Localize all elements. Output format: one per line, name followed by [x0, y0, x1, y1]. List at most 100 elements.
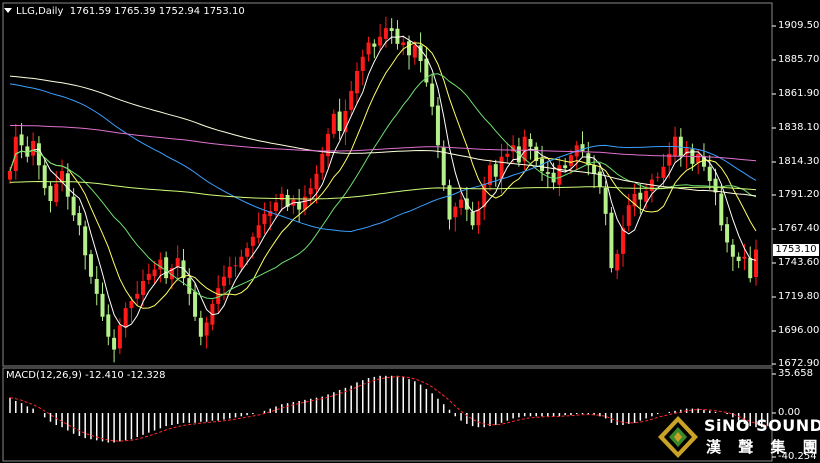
candle-body	[401, 42, 406, 45]
candle-body	[701, 156, 706, 167]
candle-body	[331, 113, 336, 134]
current-price-label: 1753.10	[773, 244, 819, 256]
candle-body	[557, 165, 562, 185]
candle-body	[354, 71, 359, 94]
candle-body	[615, 253, 620, 271]
candle-body	[256, 225, 261, 238]
candle-body	[250, 236, 255, 246]
candle-body	[187, 278, 192, 294]
candle-body	[141, 281, 146, 295]
candle-body	[493, 164, 498, 177]
candle-body	[435, 105, 440, 146]
candle-body	[152, 269, 157, 277]
symbol-label: LLG,Daily	[16, 6, 64, 17]
price-tick-label: 1814.30	[778, 156, 820, 167]
candle-body	[378, 36, 383, 46]
chart-header: LLG,Daily 1761.59 1765.39 1752.94 1753.1…	[4, 6, 245, 17]
price-panel-border	[2, 2, 773, 367]
logo-emblem-icon	[658, 416, 698, 458]
candle-body	[389, 28, 394, 31]
candle-body	[360, 56, 365, 71]
candle-body	[100, 293, 105, 317]
candle-body	[366, 42, 371, 55]
candle-body	[528, 139, 533, 147]
candle-body	[164, 257, 169, 279]
candle-body	[268, 211, 273, 217]
candle-body	[736, 256, 741, 261]
macd-tick-label: 35.658	[778, 368, 813, 379]
candle-body	[487, 165, 492, 185]
candle-body	[106, 314, 111, 337]
candle-body	[655, 176, 660, 178]
candle-body	[597, 171, 602, 187]
price-tick-label: 1696.00	[778, 325, 820, 336]
ma5-line	[9, 35, 757, 328]
candle-body	[620, 228, 625, 254]
candle-body	[8, 171, 12, 180]
candle-body	[117, 325, 122, 349]
candle-body	[626, 205, 631, 226]
candle-body	[609, 212, 614, 269]
candle-body	[430, 83, 435, 107]
logo-chinese-text: 漢 聲 集 團	[706, 438, 820, 456]
candle-body	[667, 153, 672, 166]
candle-body	[383, 28, 388, 39]
candle-body	[470, 211, 475, 226]
candle-body	[447, 185, 452, 220]
candle-body	[175, 258, 180, 267]
candle-body	[459, 199, 464, 208]
candle-body	[221, 276, 226, 286]
ohlc-values: 1761.59 1765.39 1752.94 1753.10	[69, 6, 245, 17]
candle-body	[146, 273, 151, 280]
candle-body	[77, 213, 82, 226]
candle-body	[19, 134, 24, 146]
candle-body	[545, 172, 550, 174]
candle-body	[349, 91, 354, 110]
ma120-line	[9, 75, 757, 197]
price-tick-label: 1719.80	[778, 291, 820, 302]
candle-body	[42, 165, 47, 189]
candle-body	[31, 141, 36, 156]
ma250-line	[10, 125, 757, 162]
candle-body	[725, 224, 730, 243]
macd-signal-line	[9, 376, 768, 442]
candle-body	[198, 317, 203, 337]
candle-body	[158, 259, 163, 270]
price-tick-label: 1838.10	[778, 122, 820, 133]
candle-body	[748, 257, 753, 279]
candle-body	[534, 146, 539, 161]
candle-body	[169, 268, 174, 280]
candle-body	[424, 58, 429, 83]
candle-body	[505, 153, 510, 157]
candle-body	[568, 155, 573, 166]
candle-body	[730, 244, 735, 257]
candle-body	[216, 288, 221, 304]
candle-body	[337, 111, 342, 131]
candle-body	[522, 136, 527, 162]
candle-body	[112, 337, 117, 350]
candle-body	[320, 153, 325, 173]
candle-body	[551, 172, 556, 183]
candle-body	[181, 260, 186, 279]
candle-body	[482, 183, 487, 208]
ma200-line	[9, 180, 757, 200]
dropdown-triangle-icon[interactable]	[4, 8, 12, 13]
price-tick-label: 1672.90	[778, 358, 820, 369]
candle-body	[314, 173, 319, 190]
candle-body	[592, 165, 597, 174]
candle-body	[308, 188, 313, 195]
candle-body	[586, 153, 591, 166]
candle-body	[25, 146, 30, 157]
sino-sound-logo: SiNO SOUND 漢 聲 集 團	[656, 414, 820, 462]
candle-body	[88, 254, 93, 277]
candle-body	[719, 193, 724, 226]
candle-body	[48, 185, 53, 201]
price-tick-label: 1791.20	[778, 189, 820, 200]
candle-body	[638, 192, 643, 200]
candle-body	[580, 144, 585, 151]
candle-body	[36, 143, 41, 166]
candle-body	[60, 171, 65, 183]
price-tick-label: 1861.90	[778, 88, 820, 99]
